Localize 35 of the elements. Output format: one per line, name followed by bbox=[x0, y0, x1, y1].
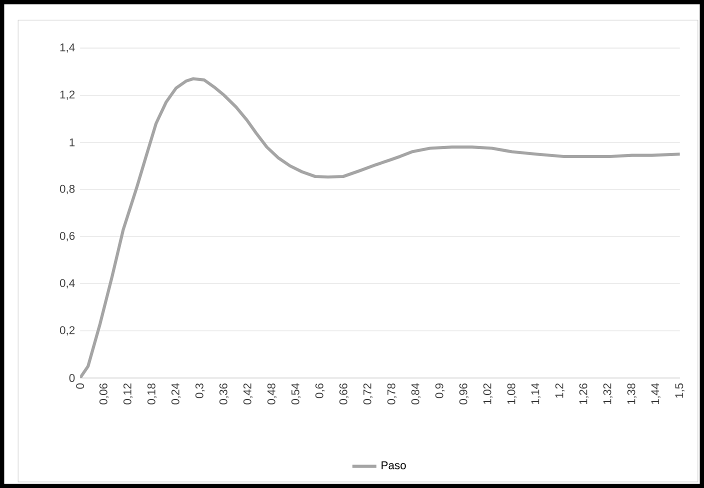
y-tick-label: 0 bbox=[69, 374, 75, 382]
y-tick-label: 0,8 bbox=[60, 184, 75, 194]
y-tick-label: 0,2 bbox=[60, 326, 75, 336]
x-tick-label: 0,54 bbox=[291, 383, 301, 404]
y-tick-label: 1,4 bbox=[60, 43, 75, 53]
x-tick-label: 1,38 bbox=[627, 383, 637, 404]
x-tick-label: 0,66 bbox=[339, 383, 349, 404]
legend-label: Paso bbox=[382, 461, 406, 470]
x-tick-label: 1,02 bbox=[483, 383, 493, 404]
x-tick-label: 0,3 bbox=[195, 383, 205, 398]
x-tick-label: 0,12 bbox=[123, 383, 133, 404]
x-tick-label: 0,06 bbox=[99, 383, 109, 404]
x-tick-label: 1,2 bbox=[555, 383, 565, 398]
x-tick-label: 0,9 bbox=[435, 383, 445, 398]
y-tick-label: 0,4 bbox=[60, 279, 75, 288]
x-tick-label: 0,84 bbox=[411, 383, 421, 404]
x-tick-label: 0,78 bbox=[387, 383, 397, 404]
x-tick-label: 0,96 bbox=[459, 383, 469, 404]
y-tick-label: 1 bbox=[70, 138, 75, 146]
x-tick-label: 0,24 bbox=[171, 383, 181, 404]
x-tick-label: 0,48 bbox=[267, 383, 277, 404]
x-tick-label: 0,6 bbox=[315, 383, 325, 398]
x-tick-label: 0,18 bbox=[147, 383, 157, 404]
x-tick-label: 1,32 bbox=[603, 383, 613, 404]
x-tick-label: 1,44 bbox=[651, 383, 660, 404]
x-tick-label: 0 bbox=[76, 383, 84, 389]
x-tick-label: 1,5 bbox=[675, 383, 684, 398]
x-tick-label: 1,26 bbox=[579, 383, 589, 404]
y-tick-label: 1,2 bbox=[60, 90, 75, 100]
y-tick-label: 0,6 bbox=[60, 232, 75, 242]
x-tick-label: 0,36 bbox=[219, 383, 229, 404]
x-tick-label: 0,42 bbox=[243, 383, 253, 404]
x-tick-label: 1,14 bbox=[531, 383, 541, 404]
x-tick-label: 1,08 bbox=[507, 383, 517, 404]
x-tick-label: 0,72 bbox=[363, 383, 373, 404]
